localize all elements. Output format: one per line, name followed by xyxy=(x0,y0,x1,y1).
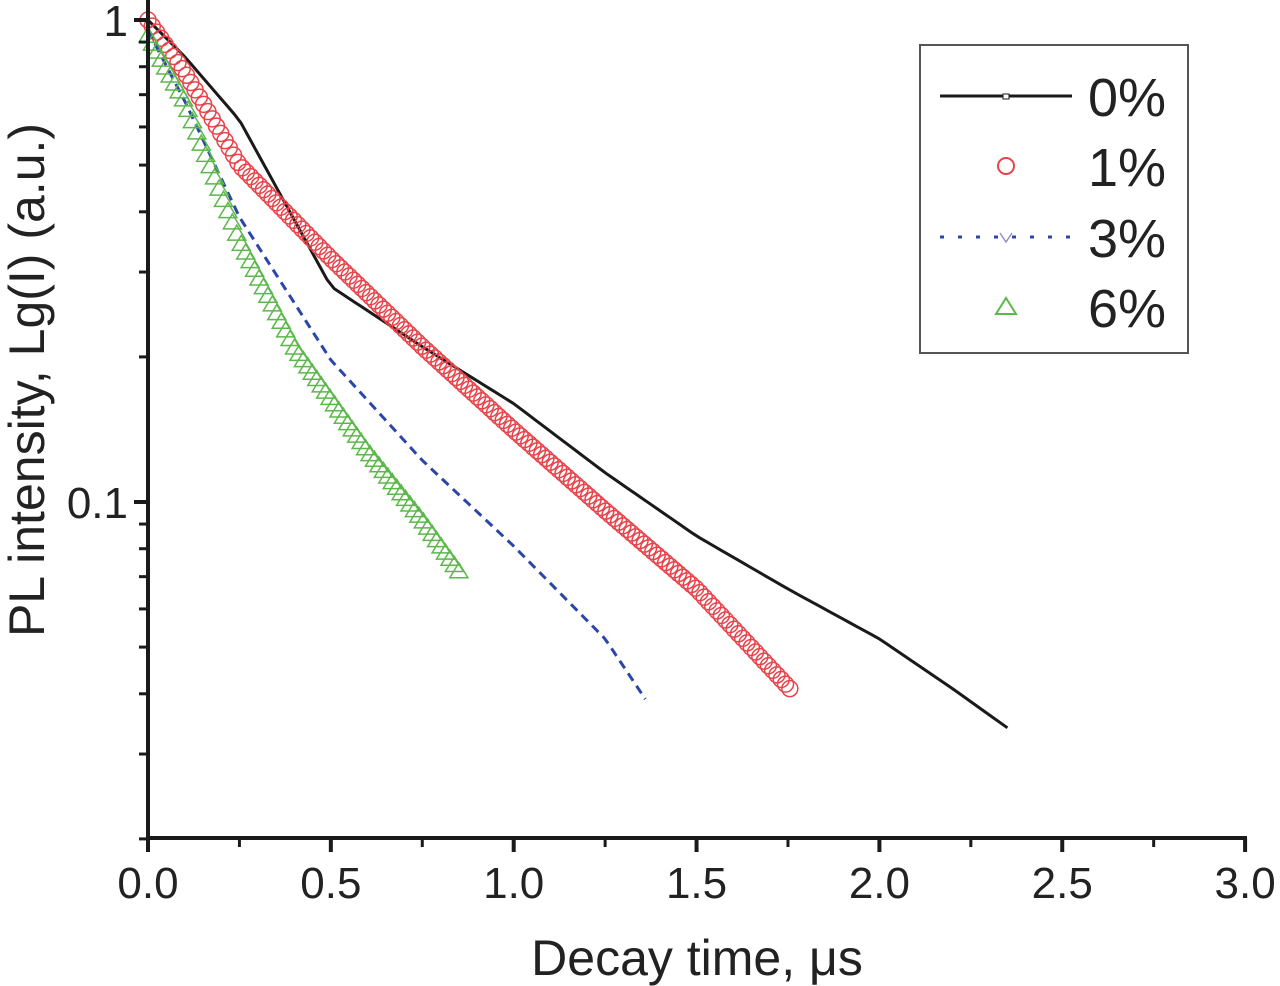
x-tick-label: 3.0 xyxy=(1215,859,1276,908)
legend-circle-icon xyxy=(997,157,1015,175)
series-6pct xyxy=(137,25,470,579)
x-tick-label: 0.5 xyxy=(300,859,361,908)
axes: 0.0 0.5 1.0 1.5 2.0 2.5 3.0 0.1 1 xyxy=(67,0,1276,908)
legend-label-3: 3% xyxy=(1088,209,1166,269)
series-0pct xyxy=(146,18,1009,730)
x-tick-label: 1.5 xyxy=(666,859,727,908)
x-tick-label: 2.0 xyxy=(849,859,910,908)
x-axis-title: Decay time, μs xyxy=(531,930,863,986)
legend-triangle-icon xyxy=(994,296,1018,315)
plot-series xyxy=(137,11,1009,730)
series-3pct xyxy=(146,30,647,700)
legend-label-1: 1% xyxy=(1088,138,1166,198)
legend: 0% 1% 3% 6% xyxy=(919,44,1189,354)
legend-down-triangle-icon xyxy=(999,232,1013,244)
y-tick-label: 0.1 xyxy=(67,479,128,528)
series-1pct xyxy=(139,11,799,698)
legend-label-0: 0% xyxy=(1088,68,1166,128)
x-tick-label: 0.0 xyxy=(117,859,178,908)
x-tick-label: 2.5 xyxy=(1032,859,1093,908)
y-tick-label: 1 xyxy=(104,0,128,46)
legend-label-6: 6% xyxy=(1088,279,1166,339)
x-tick-label: 1.0 xyxy=(483,859,544,908)
y-axis-title: PL intensity, Lg(I) (a.u.) xyxy=(0,123,55,637)
